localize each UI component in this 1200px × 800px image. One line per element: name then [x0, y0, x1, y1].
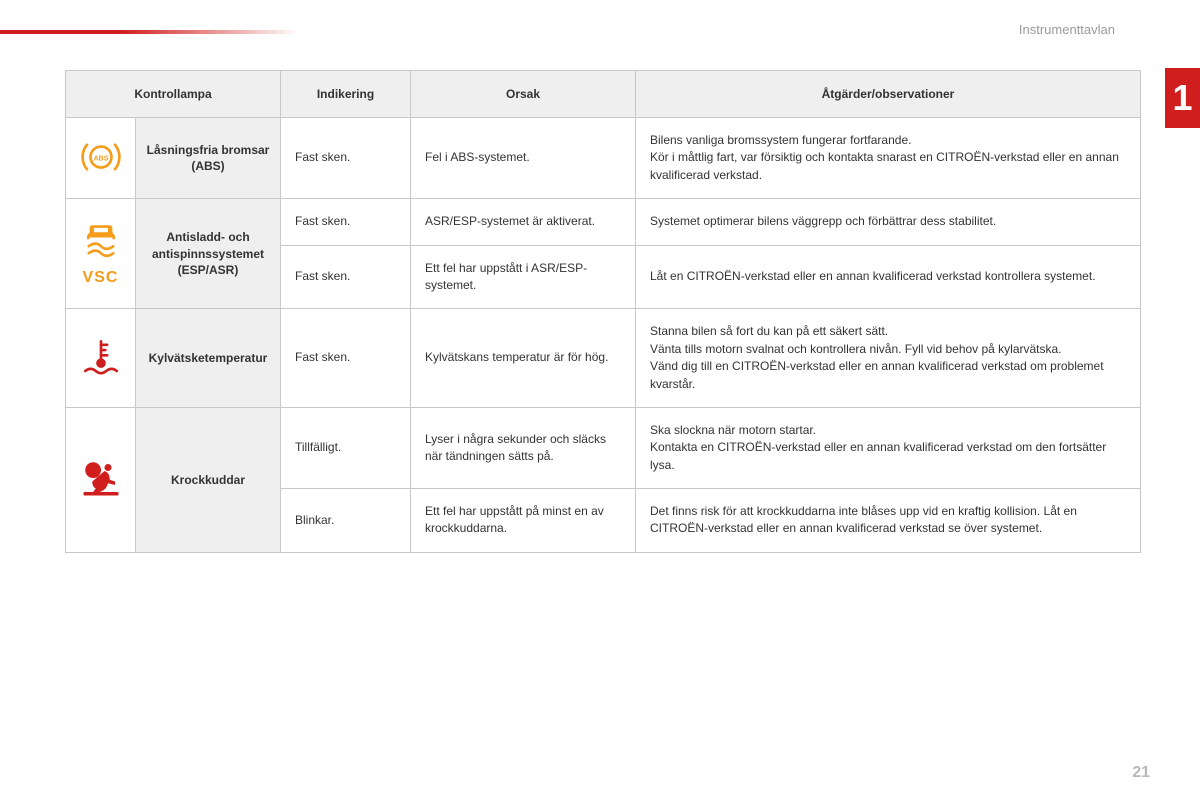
esp-indication-2: Fast sken.: [281, 245, 411, 309]
chapter-badge: 1: [1165, 68, 1200, 128]
col-header-lamp: Kontrollampa: [66, 71, 281, 118]
coolant-actions: Stanna bilen så fort du kan på ett säker…: [636, 309, 1141, 408]
coolant-icon-cell: [66, 309, 136, 408]
page-number: 21: [1132, 764, 1150, 782]
col-header-actions: Åtgärder/observationer: [636, 71, 1141, 118]
esp-icon-cell: VSC: [66, 199, 136, 309]
abs-name: Låsningsfria bromsar (ABS): [136, 118, 281, 199]
esp-name: Antisladd- och antispinnssystemet (ESP/A…: [136, 199, 281, 309]
airbag-actions-1: Ska slockna när motorn startar.Kontakta …: [636, 407, 1141, 488]
abs-icon-cell: ABS: [66, 118, 136, 199]
esp-indication-1: Fast sken.: [281, 199, 411, 245]
table-row: VSC Antisladd- och antispinnssystemet (E…: [66, 199, 1141, 245]
section-label: Instrumenttavlan: [1019, 22, 1115, 37]
abs-cause: Fel i ABS-systemet.: [411, 118, 636, 199]
esp-actions-1: Systemet optimerar bilens väggrepp och f…: [636, 199, 1141, 245]
airbag-icon-cell: [66, 407, 136, 552]
airbag-indication-1: Tillfälligt.: [281, 407, 411, 488]
coolant-indication: Fast sken.: [281, 309, 411, 408]
esp-cause-2: Ett fel har uppstått i ASR/ESP-systemet.: [411, 245, 636, 309]
airbag-cause-1: Lyser i några sekunder och släcks när tä…: [411, 407, 636, 488]
svg-text:ABS: ABS: [93, 155, 108, 162]
warning-lamp-table: Kontrollampa Indikering Orsak Åtgärder/o…: [65, 70, 1141, 553]
coolant-name: Kylvätsketemperatur: [136, 309, 281, 408]
col-header-cause: Orsak: [411, 71, 636, 118]
table-header-row: Kontrollampa Indikering Orsak Åtgärder/o…: [66, 71, 1141, 118]
coolant-cause: Kylvätskans temperatur är för hög.: [411, 309, 636, 408]
airbag-actions-2: Det finns risk för att krockkuddarna int…: [636, 489, 1141, 553]
vsc-label: VSC: [70, 269, 131, 287]
abs-actions: Bilens vanliga bromssystem fungerar fort…: [636, 118, 1141, 199]
table-row: ABS Låsningsfria bromsar (ABS) Fast sken…: [66, 118, 1141, 199]
coolant-temp-icon: [80, 336, 122, 378]
airbag-name: Krockkuddar: [136, 407, 281, 552]
airbag-icon: [80, 457, 122, 499]
abs-icon: ABS: [80, 136, 122, 178]
airbag-indication-2: Blinkar.: [281, 489, 411, 553]
table-row: Krockkuddar Tillfälligt. Lyser i några s…: [66, 407, 1141, 488]
header-accent-bar: [0, 30, 300, 34]
abs-indication: Fast sken.: [281, 118, 411, 199]
skid-icon: [80, 220, 122, 262]
airbag-cause-2: Ett fel har uppstått på minst en av kroc…: [411, 489, 636, 553]
table-row: Kylvätsketemperatur Fast sken. Kylvätska…: [66, 309, 1141, 408]
col-header-indication: Indikering: [281, 71, 411, 118]
esp-actions-2: Låt en CITROËN-verkstad eller en annan k…: [636, 245, 1141, 309]
esp-cause-1: ASR/ESP-systemet är aktiverat.: [411, 199, 636, 245]
